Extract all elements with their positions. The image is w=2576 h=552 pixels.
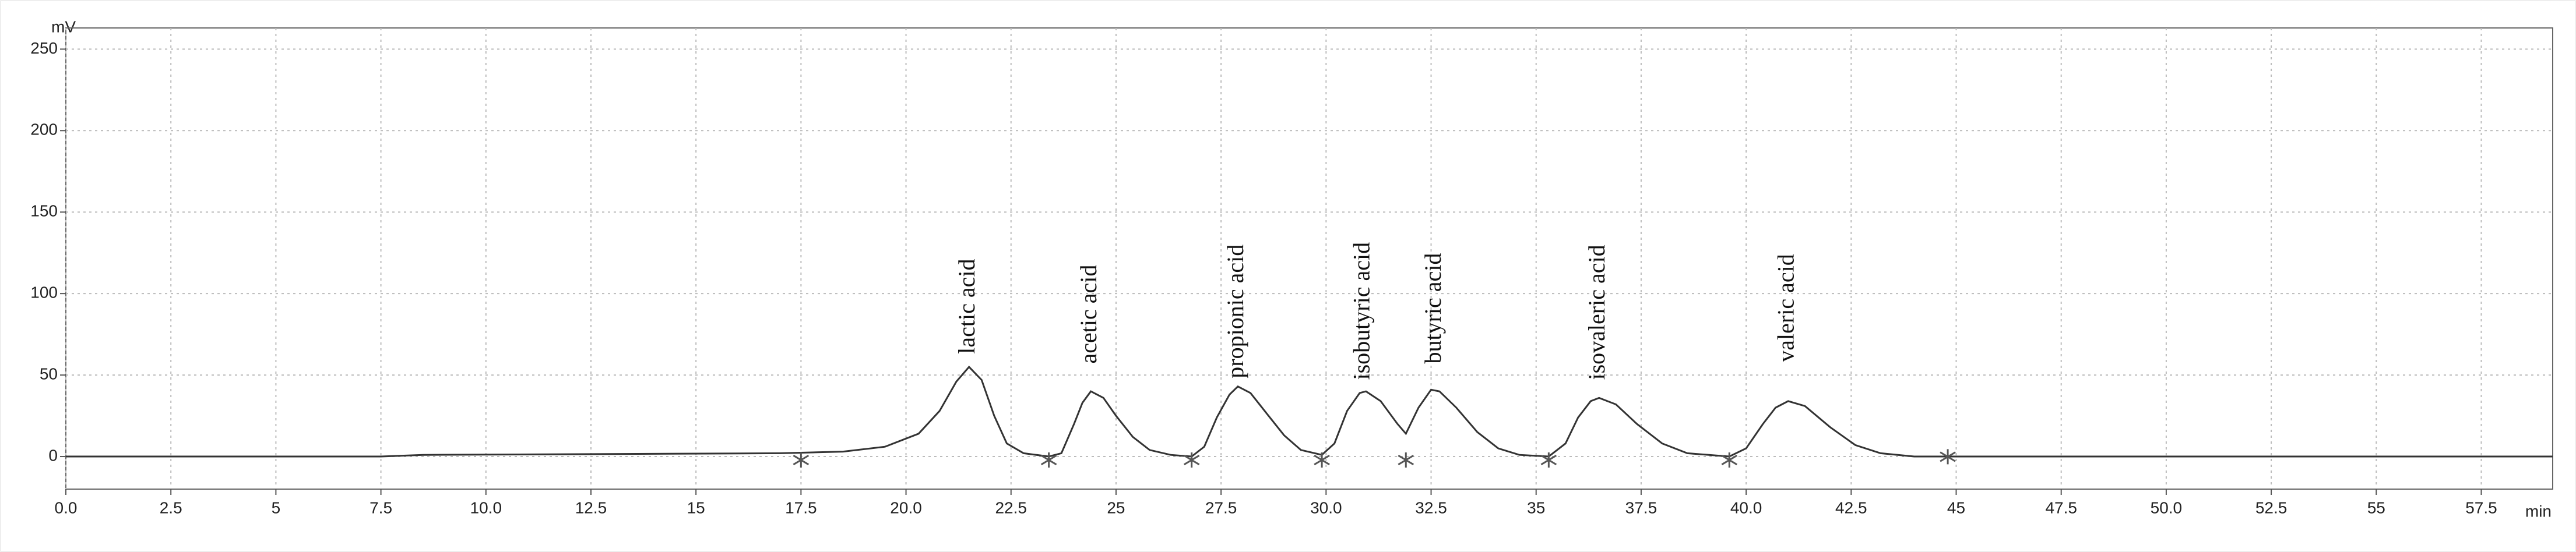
y-tick-label: 200 [30, 121, 58, 139]
x-tick-label: 35 [1527, 498, 1545, 516]
x-tick-label: 32.5 [1415, 498, 1447, 516]
peak-label: butyric acid [1420, 253, 1446, 364]
peak-label: lactic acid [953, 259, 980, 353]
plot-frame [65, 27, 2553, 490]
x-tick-label: 37.5 [1625, 498, 1657, 516]
integration-event [1721, 452, 1738, 468]
integration-event [1540, 452, 1557, 468]
x-unit: min [2525, 502, 2552, 520]
integration-event [1398, 452, 1414, 468]
integration-event [1940, 449, 1956, 465]
integration-event [1183, 452, 1200, 468]
y-tick-label: 0 [48, 446, 58, 464]
integration-event [1314, 452, 1330, 468]
x-tick-label: 57.5 [2465, 498, 2497, 516]
x-tick-label: 27.5 [1205, 498, 1237, 516]
integration-event [793, 452, 810, 468]
integration-event [1040, 452, 1057, 468]
peak-label: isobutyric acid [1348, 242, 1374, 380]
peak-label: isovaleric acid [1583, 245, 1610, 380]
x-tick-label: 12.5 [575, 498, 607, 516]
x-tick-label: 55 [2367, 498, 2385, 516]
x-tick-label: 47.5 [2045, 498, 2077, 516]
x-tick-label: 52.5 [2255, 498, 2288, 516]
y-unit: mV [51, 17, 76, 36]
x-tick-label: 7.5 [369, 498, 392, 516]
x-tick-label: 20.0 [890, 498, 922, 516]
peak-label: valeric acid [1772, 254, 1799, 362]
x-tick-label: 10.0 [470, 498, 502, 516]
x-tick-label: 15 [687, 498, 705, 516]
x-tick-label: 30.0 [1310, 498, 1342, 516]
x-tick-label: 50.0 [2151, 498, 2183, 516]
y-tick-label: 150 [30, 202, 58, 220]
peak-label: acetic acid [1075, 265, 1102, 364]
x-tick-label: 17.5 [785, 498, 817, 516]
x-tick-label: 0.0 [55, 498, 78, 516]
y-tick-label: 100 [30, 284, 58, 302]
x-tick-label: 5 [272, 498, 281, 516]
x-tick-label: 42.5 [1835, 498, 1867, 516]
x-tick-label: 25 [1107, 498, 1125, 516]
signal-trace [66, 365, 2553, 458]
peak-label: propionic acid [1222, 245, 1248, 378]
x-tick-label: 2.5 [160, 498, 182, 516]
x-tick-label: 22.5 [995, 498, 1027, 516]
x-tick-label: 45 [1947, 498, 1965, 516]
y-tick-label: 50 [40, 365, 58, 383]
y-tick-label: 250 [30, 39, 58, 57]
x-tick-label: 40.0 [1730, 498, 1762, 516]
